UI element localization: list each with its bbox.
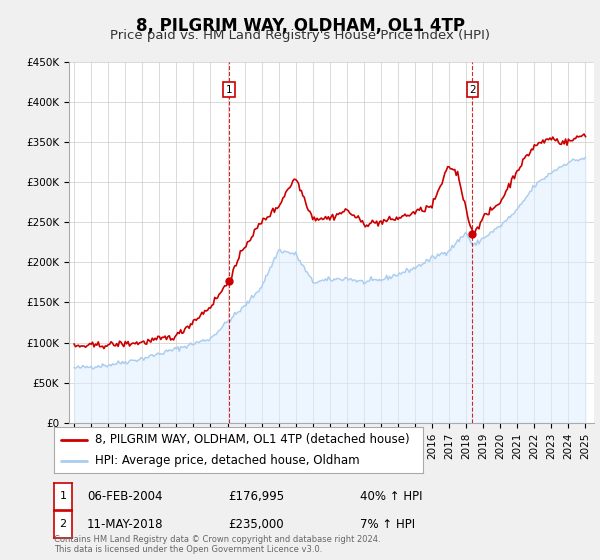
Text: 40% ↑ HPI: 40% ↑ HPI — [360, 489, 422, 503]
Text: 11-MAY-2018: 11-MAY-2018 — [87, 517, 163, 531]
Text: £176,995: £176,995 — [228, 489, 284, 503]
Text: 2: 2 — [59, 519, 67, 529]
Text: 2: 2 — [469, 85, 476, 95]
Text: 7% ↑ HPI: 7% ↑ HPI — [360, 517, 415, 531]
Text: 06-FEB-2004: 06-FEB-2004 — [87, 489, 163, 503]
Text: £235,000: £235,000 — [228, 517, 284, 531]
Text: 1: 1 — [59, 491, 67, 501]
Text: 8, PILGRIM WAY, OLDHAM, OL1 4TP: 8, PILGRIM WAY, OLDHAM, OL1 4TP — [136, 17, 464, 35]
Text: 8, PILGRIM WAY, OLDHAM, OL1 4TP (detached house): 8, PILGRIM WAY, OLDHAM, OL1 4TP (detache… — [95, 433, 409, 446]
Text: Contains HM Land Registry data © Crown copyright and database right 2024.
This d: Contains HM Land Registry data © Crown c… — [54, 535, 380, 554]
Text: HPI: Average price, detached house, Oldham: HPI: Average price, detached house, Oldh… — [95, 454, 359, 467]
Text: Price paid vs. HM Land Registry's House Price Index (HPI): Price paid vs. HM Land Registry's House … — [110, 29, 490, 42]
Text: 1: 1 — [226, 85, 233, 95]
